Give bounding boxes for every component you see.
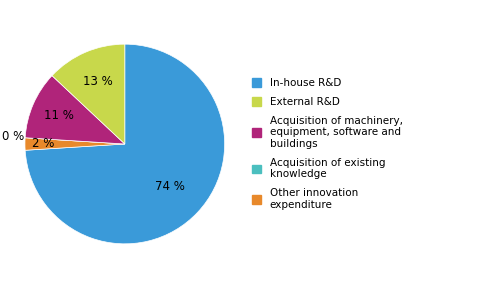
Text: 0 %: 0 % (2, 130, 24, 143)
Text: 11 %: 11 % (44, 109, 74, 122)
Text: 13 %: 13 % (83, 75, 113, 88)
Legend: In-house R&D, External R&D, Acquisition of machinery,
equipment, software and
bu: In-house R&D, External R&D, Acquisition … (252, 78, 403, 210)
Wedge shape (52, 44, 125, 144)
Wedge shape (25, 138, 125, 150)
Wedge shape (25, 44, 225, 244)
Text: 2 %: 2 % (32, 137, 54, 151)
Text: 74 %: 74 % (155, 180, 185, 193)
Wedge shape (25, 76, 125, 144)
Wedge shape (25, 138, 125, 144)
